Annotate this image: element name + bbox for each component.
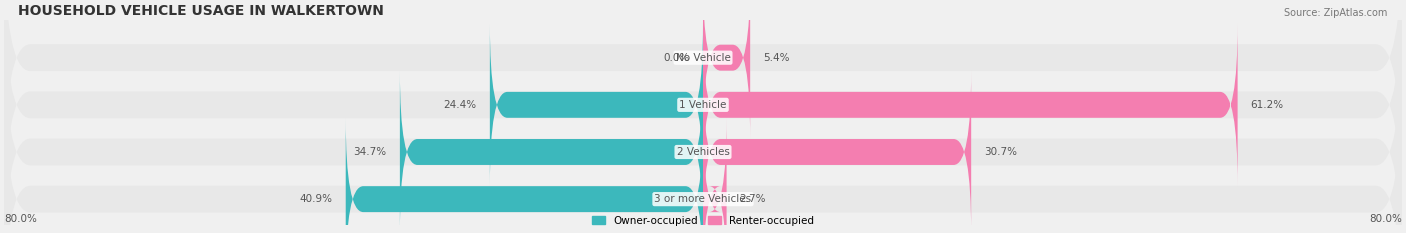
Text: 30.7%: 30.7% xyxy=(984,147,1018,157)
Text: 2.7%: 2.7% xyxy=(740,194,766,204)
Text: 61.2%: 61.2% xyxy=(1251,100,1284,110)
FancyBboxPatch shape xyxy=(4,0,1402,186)
Text: 0.0%: 0.0% xyxy=(664,53,690,63)
Text: 2 Vehicles: 2 Vehicles xyxy=(676,147,730,157)
Text: 80.0%: 80.0% xyxy=(1369,214,1402,224)
Text: HOUSEHOLD VEHICLE USAGE IN WALKERTOWN: HOUSEHOLD VEHICLE USAGE IN WALKERTOWN xyxy=(18,4,384,18)
FancyBboxPatch shape xyxy=(703,71,972,233)
FancyBboxPatch shape xyxy=(4,0,1402,233)
Legend: Owner-occupied, Renter-occupied: Owner-occupied, Renter-occupied xyxy=(588,212,818,230)
FancyBboxPatch shape xyxy=(703,24,1237,186)
Text: 1 Vehicle: 1 Vehicle xyxy=(679,100,727,110)
FancyBboxPatch shape xyxy=(4,71,1402,233)
Text: Source: ZipAtlas.com: Source: ZipAtlas.com xyxy=(1285,8,1388,18)
FancyBboxPatch shape xyxy=(399,71,703,233)
Text: No Vehicle: No Vehicle xyxy=(675,53,731,63)
Text: 40.9%: 40.9% xyxy=(299,194,333,204)
FancyBboxPatch shape xyxy=(346,118,703,233)
FancyBboxPatch shape xyxy=(703,118,727,233)
Text: 24.4%: 24.4% xyxy=(444,100,477,110)
Text: 5.4%: 5.4% xyxy=(763,53,790,63)
Text: 34.7%: 34.7% xyxy=(354,147,387,157)
FancyBboxPatch shape xyxy=(703,0,751,139)
FancyBboxPatch shape xyxy=(4,24,1402,233)
Text: 80.0%: 80.0% xyxy=(4,214,37,224)
Text: 3 or more Vehicles: 3 or more Vehicles xyxy=(654,194,752,204)
FancyBboxPatch shape xyxy=(489,24,703,186)
